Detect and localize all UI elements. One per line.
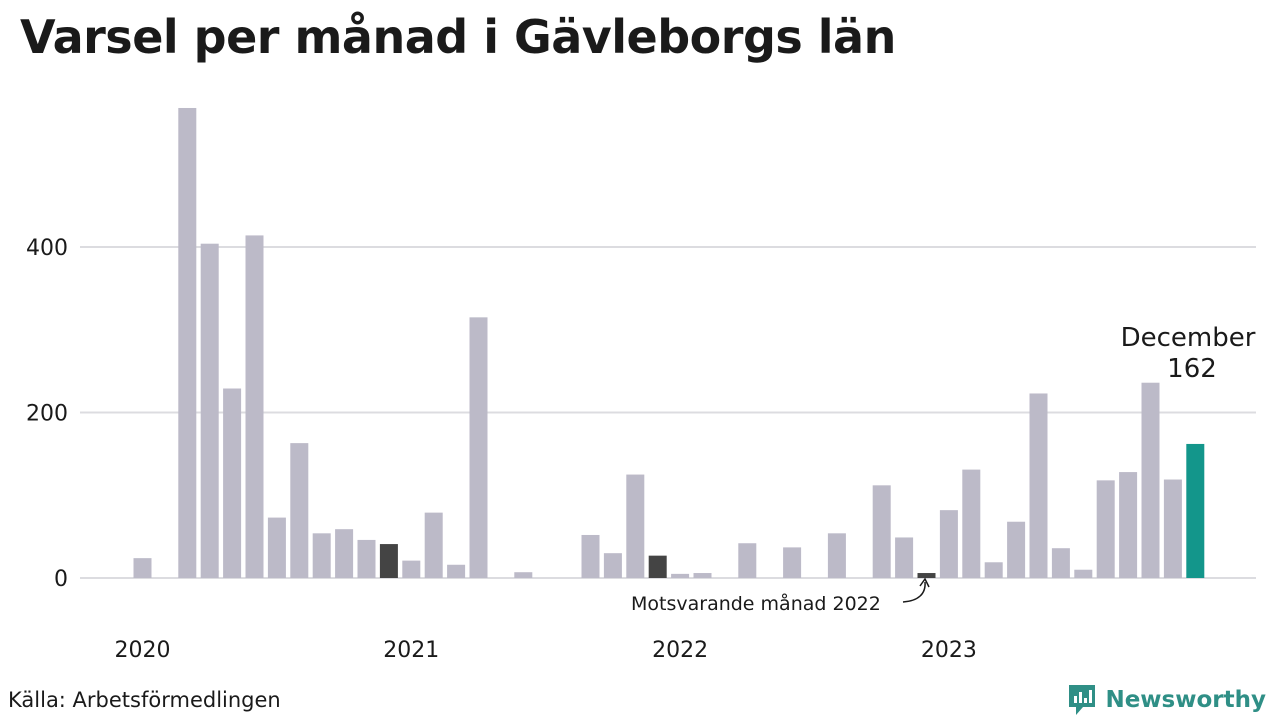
bar-2021-09 (581, 534, 600, 578)
bar-2020-10 (335, 529, 354, 578)
x-tick-label-2023: 2023 (921, 638, 977, 663)
bar-2023-12 (1186, 443, 1205, 578)
bar-2023-10 (1141, 382, 1160, 578)
bar-2020-08 (290, 443, 309, 578)
annotations: Motsvarande månad 2022 December 162 (631, 323, 1256, 615)
bar-2021-03 (447, 564, 466, 578)
bar-2022-04 (738, 543, 757, 578)
bar-2021-01 (402, 560, 421, 578)
annotation-arrow (902, 581, 926, 603)
bar-2022-08 (827, 533, 846, 578)
bar-2021-12 (648, 555, 667, 578)
bar-2020-06 (245, 235, 264, 579)
bar-2023-07 (1074, 569, 1093, 578)
brand-logo: Newsworthy (1067, 683, 1266, 717)
y-tick-label-400: 400 (26, 236, 68, 261)
bar-2021-10 (603, 553, 622, 578)
bar-2023-02 (962, 469, 981, 578)
x-tick-label-2022: 2022 (652, 638, 708, 663)
annotation-corresponding-month: Motsvarande månad 2022 (631, 592, 881, 615)
bar-2023-05 (1029, 393, 1048, 578)
bar-2020-11 (357, 539, 376, 578)
annotation-arrowhead (919, 577, 930, 588)
bar-2021-11 (626, 474, 645, 578)
bar-chart: 0 200 400 2020 2021 2022 2023 Motsvarande mån… (26, 107, 1256, 663)
bar-2022-01 (671, 573, 690, 578)
bar-2023-06 (1051, 548, 1070, 578)
bar-2020-01 (133, 558, 152, 578)
y-axis-ticks: 0 200 400 (26, 236, 68, 592)
bars (133, 107, 1205, 579)
bar-2020-03 (178, 107, 197, 578)
x-axis-ticks: 2020 2021 2022 2023 (115, 638, 977, 663)
bar-2023-09 (1119, 472, 1138, 578)
annotation-current-month: December (1121, 323, 1256, 353)
y-tick-label-200: 200 (26, 402, 68, 427)
annotation-current-value: 162 (1167, 354, 1217, 384)
x-tick-label-2020: 2020 (115, 638, 171, 663)
bar-2021-06 (514, 572, 533, 578)
bar-2022-11 (895, 537, 914, 578)
bar-2021-04 (469, 317, 488, 578)
bar-2020-05 (223, 388, 242, 578)
bar-2023-03 (984, 562, 1003, 578)
page-title: Varsel per månad i Gävleborgs län (20, 10, 896, 64)
bar-2022-12 (917, 573, 936, 578)
bar-2022-02 (693, 573, 712, 578)
bar-2020-12 (379, 544, 398, 578)
x-tick-label-2021: 2021 (383, 638, 439, 663)
source-credit: Källa: Arbetsförmedlingen (8, 688, 281, 712)
bar-2020-09 (312, 533, 331, 578)
brand-name: Newsworthy (1105, 687, 1266, 713)
bar-2023-04 (1007, 521, 1026, 578)
bar-2022-10 (872, 485, 891, 578)
bar-2021-02 (424, 512, 443, 578)
bar-2020-07 (267, 517, 286, 578)
y-tick-label-0: 0 (54, 567, 68, 592)
bar-2023-11 (1163, 479, 1182, 578)
bar-2022-06 (783, 547, 802, 578)
newsworthy-icon (1069, 685, 1096, 715)
bar-2023-08 (1096, 480, 1115, 578)
bar-2023-01 (939, 510, 958, 578)
bar-2020-04 (200, 243, 219, 578)
